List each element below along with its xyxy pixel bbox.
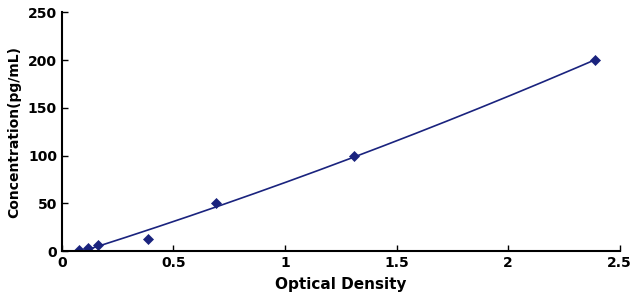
X-axis label: Optical Density: Optical Density [275,277,406,292]
Y-axis label: Concentration(pg/mL): Concentration(pg/mL) [7,46,21,218]
